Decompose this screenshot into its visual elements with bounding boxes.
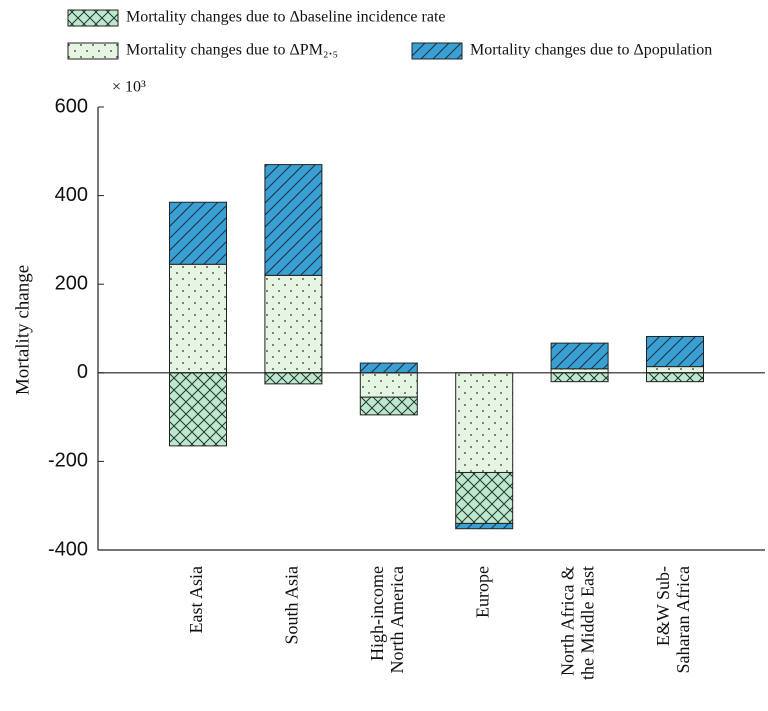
bar-segment xyxy=(359,396,418,416)
bar-segment xyxy=(264,372,323,385)
bar-segment xyxy=(550,342,609,370)
x-tick-label: the Middle East xyxy=(578,566,598,680)
y-tick-label: 200 xyxy=(55,272,88,294)
bar-segment xyxy=(550,372,609,383)
legend-label: Mortality changes due to ΔPM₂.₅ xyxy=(126,42,338,59)
bar-segment xyxy=(646,366,704,374)
y-tick-label: -400 xyxy=(48,538,88,560)
legend-swatch xyxy=(67,42,119,60)
bar-segment xyxy=(455,471,514,524)
x-tick-label: Europe xyxy=(472,566,492,618)
x-tick-label: North Africa & xyxy=(558,566,578,676)
bar-segment xyxy=(646,372,704,383)
bar-segment xyxy=(455,522,514,530)
x-tick-label: South Asia xyxy=(282,566,302,645)
x-tick-label: East Asia xyxy=(186,566,206,634)
x-tick-label: E&W Sub- xyxy=(653,566,673,646)
y-tick-label: 0 xyxy=(77,361,88,383)
y-axis-label: Mortality change xyxy=(12,265,33,395)
y-tick-label: -200 xyxy=(48,450,88,472)
x-tick-label: Saharan Africa xyxy=(673,566,693,673)
bar-segment xyxy=(359,372,418,398)
legend-swatch xyxy=(67,9,119,27)
bar-segment xyxy=(264,164,323,276)
multiplier: × 10³ xyxy=(112,79,146,96)
legend-swatch xyxy=(411,42,463,60)
bar-segment xyxy=(359,362,418,374)
legend-label: Mortality changes due to Δpopulation xyxy=(470,42,712,59)
bar-segment xyxy=(169,201,227,265)
bar-segment xyxy=(646,335,704,368)
bar-segment xyxy=(455,372,514,473)
x-tick-label: High-income xyxy=(367,566,387,661)
y-tick-label: 400 xyxy=(55,184,88,206)
bar-segment xyxy=(169,372,227,447)
bar-segment xyxy=(264,274,323,374)
y-tick-label: 600 xyxy=(55,95,88,117)
bar-segment xyxy=(169,263,227,374)
x-tick-label: North America xyxy=(387,566,407,673)
legend-label: Mortality changes due to Δbaseline incid… xyxy=(126,9,446,26)
